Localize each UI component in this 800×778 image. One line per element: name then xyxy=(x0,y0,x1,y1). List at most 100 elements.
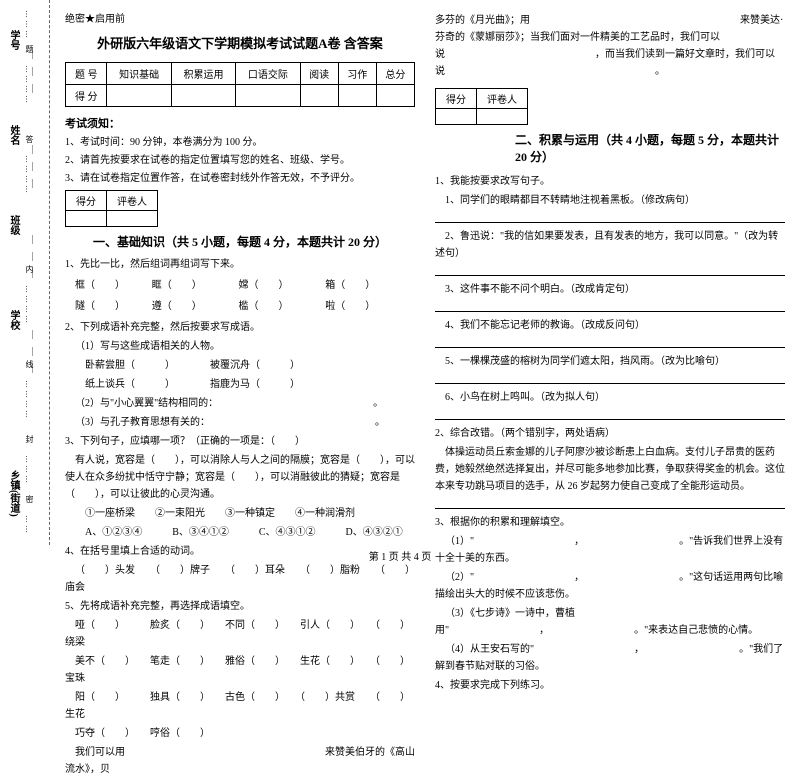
score-table: 题 号 知识基础 积累运用 口语交际 阅读 习作 总分 得 分 xyxy=(65,62,415,107)
q3-text: 有人说，宽容是（ ），可以消除人与人之间的隔膜；宽容是（ ），可以使人在众多纷扰… xyxy=(65,452,415,503)
q1-line: 啦（ ） xyxy=(325,298,409,315)
q3: 3、下列句子，应填哪一项？（正确的一项是：（ ） xyxy=(65,433,415,450)
mini-cell: 评卷人 xyxy=(477,89,528,109)
notice-item: 1、考试时间：90 分钟，本卷满分为 100 分。 xyxy=(65,135,415,150)
seal-dots: ………… xyxy=(24,285,33,325)
seal-dots: ……… xyxy=(24,455,33,485)
notice-block: 考试须知： 1、考试时间：90 分钟，本卷满分为 100 分。 2、请首先按要求… xyxy=(65,115,415,186)
s2-q3-item: （4）从王安石写的" ， 。"我们了解到春节贴对联的习俗。 xyxy=(435,641,785,675)
right-column: 多芬的《月光曲》；用 来赞美达·芬奇的《蒙娜丽莎》；当我们面对一件精美的工艺品时… xyxy=(435,10,785,535)
td[interactable] xyxy=(338,85,376,107)
q4-line: （ ）头发 （ ）牌子 （ ）耳朵 （ ）脂粉 （ ）庙会 xyxy=(65,562,415,596)
q1-line: 框（ ） xyxy=(65,277,149,294)
label-school: 学校 xyxy=(6,310,21,330)
q1-line: 眶（ ） xyxy=(152,277,236,294)
th: 知识基础 xyxy=(107,63,171,85)
answer-line[interactable] xyxy=(435,336,785,348)
q1: 1、先比一比，然后组词再组词写下来。 xyxy=(65,256,415,273)
q1-line: 隧（ ） xyxy=(65,298,149,315)
label-town: 乡镇(街道) xyxy=(6,470,21,517)
s2-q1-item: 5、一棵棵茂盛的榕树为同学们遮太阳，挡风雨。（改为比喻句） xyxy=(435,353,785,370)
binding-margin: 学号 ＿＿＿ 姓名 ＿＿＿ 班级 ＿＿＿ 学校 ＿＿＿ 乡镇(街道) ……… 题… xyxy=(0,0,50,545)
td[interactable] xyxy=(376,85,414,107)
answer-line[interactable] xyxy=(435,372,785,384)
s2-q2: 2、综合改错。（两个错别字，两处语病） xyxy=(435,425,785,442)
td[interactable] xyxy=(236,85,300,107)
th: 积累运用 xyxy=(171,63,235,85)
exam-title: 外研版六年级语文下学期模拟考试试题A卷 含答案 xyxy=(65,33,415,52)
th: 题 号 xyxy=(66,63,107,85)
q5-line: 美不（ ） 笔走（ ） 雅俗（ ） 生花（ ） （ ）宝珠 xyxy=(65,653,415,687)
seal-char: 内 xyxy=(24,265,35,275)
s2-q1-item: 4、我们不能忘记老师的教诲。（改成反问句） xyxy=(435,317,785,334)
grader-table-2: 得分评卷人 xyxy=(435,88,528,125)
td: 得 分 xyxy=(66,85,107,107)
answer-line[interactable] xyxy=(435,408,785,420)
th: 口语交际 xyxy=(236,63,300,85)
secret-mark: 绝密★启用前 xyxy=(65,10,415,25)
q2-line: 卧薪尝胆（ ） 被覆沉舟（ ） xyxy=(65,357,415,374)
mini-blank[interactable] xyxy=(477,109,528,125)
notice-item: 3、请在试卷指定位置作答，在试卷密封线外作答无效，不予评分。 xyxy=(65,171,415,186)
label-class: 班级 xyxy=(6,215,21,235)
label-name: 姓名 xyxy=(6,125,21,145)
q5-line: 哑（ ） 脸炙（ ） 不同（ ） 引人（ ） （ ）绕梁 xyxy=(65,617,415,651)
s2-q3-item: （3）《七步诗》一诗中，曹植用" ， 。"来表达自己悲愤的心情。 xyxy=(435,605,785,639)
seal-char: 封 xyxy=(24,435,35,445)
answer-line[interactable] xyxy=(435,211,785,223)
s2-q1: 1、我能按要求改写句子。 xyxy=(435,173,785,190)
answer-line[interactable] xyxy=(435,264,785,276)
mini-cell: 得分 xyxy=(436,89,477,109)
q3-choices: A、①②③④ B、③④①② C、④③①② D、④③②① xyxy=(65,524,415,541)
s2-q1-item: 2、鲁迅说："我的信如果要发表，且有发表的地方，我可以同意。"（改为转述句） xyxy=(435,228,785,262)
answer-line[interactable] xyxy=(435,497,785,509)
th: 总分 xyxy=(376,63,414,85)
seal-char: 密 xyxy=(24,495,35,505)
q1-line: 嫦（ ） xyxy=(239,277,323,294)
seal-dots: ……… xyxy=(24,10,33,40)
q5-line: 巧夺（ ） 哼俗（ ） xyxy=(65,725,415,742)
q5: 5、先将成语补充完整，再选择成语填空。 xyxy=(65,598,415,615)
mini-cell: 评卷人 xyxy=(107,191,158,211)
q1-line: 遵（ ） xyxy=(152,298,236,315)
q2-sub: （1）写与这些成语相关的人物。 xyxy=(65,338,415,355)
seal-char: 线 xyxy=(24,360,35,370)
s2-q1-item: 6、小鸟在树上鸣叫。（改为拟人句） xyxy=(435,389,785,406)
q2-line: 纸上谈兵（ ） 指鹿为马（ ） xyxy=(65,376,415,393)
q2: 2、下列成语补充完整，然后按要求写成语。 xyxy=(65,319,415,336)
label-student-id: 学号 xyxy=(6,30,21,50)
blank-line: ＿＿＿ xyxy=(30,330,43,381)
seal-char: 题 xyxy=(24,45,35,55)
s2-q3-item: （2）" ， 。"这句话运用两句比喻描绘出头大的时候不应该悲伤。 xyxy=(435,569,785,603)
td[interactable] xyxy=(107,85,171,107)
td[interactable] xyxy=(171,85,235,107)
td[interactable] xyxy=(300,85,338,107)
notice-title: 考试须知： xyxy=(65,115,415,131)
q3-opts: ①一座桥梁 ②一束阳光 ③一种镇定 ④一种润滑剂 xyxy=(65,505,415,522)
q5-line: 阳（ ） 独具（ ） 古色（ ） （ ）共赏 （ ）生花 xyxy=(65,689,415,723)
seal-dots: …… xyxy=(24,515,33,535)
mini-cell: 得分 xyxy=(66,191,107,211)
q1-line: 槛（ ） xyxy=(239,298,323,315)
seal-dots: ………… xyxy=(24,155,33,195)
s2-q3: 3、根据你的积累和理解填空。 xyxy=(435,514,785,531)
blank-line: ＿＿＿ xyxy=(30,235,43,286)
s2-q4: 4、按要求完成下列练习。 xyxy=(435,677,785,694)
seal-dots: ………… xyxy=(24,65,33,105)
seal-char: 答 xyxy=(24,135,35,145)
seal-dots: ………… xyxy=(24,380,33,420)
s2-q1-item: 3、这件事不能不问个明白。（改成肯定句） xyxy=(435,281,785,298)
q2-sub: （3）与孔子教育思想有关的： 。 xyxy=(65,414,415,431)
mini-blank[interactable] xyxy=(107,211,158,227)
continuation: 多芬的《月光曲》；用 来赞美达·芬奇的《蒙娜丽莎》；当我们面对一件精美的工艺品时… xyxy=(435,12,785,80)
left-column: 绝密★启用前 外研版六年级语文下学期模拟考试试题A卷 含答案 题 号 知识基础 … xyxy=(65,10,415,535)
grader-table: 得分评卷人 xyxy=(65,190,158,227)
answer-line[interactable] xyxy=(435,300,785,312)
mini-blank[interactable] xyxy=(66,211,107,227)
notice-item: 2、请首先按要求在试卷的指定位置填写您的姓名、班级、学号。 xyxy=(65,153,415,168)
page-footer: 第 1 页 共 4 页 xyxy=(0,548,800,563)
s2-q1-item: 1、同学们的眼睛都目不转睛地注视着黑板。（修改病句） xyxy=(435,192,785,209)
mini-blank[interactable] xyxy=(436,109,477,125)
q5-tail: 我们可以用 来赞美伯牙的《高山流水》，贝 xyxy=(65,744,415,778)
section-1-title: 一、基础知识（共 5 小题，每题 4 分，本题共计 20 分） xyxy=(65,233,415,250)
